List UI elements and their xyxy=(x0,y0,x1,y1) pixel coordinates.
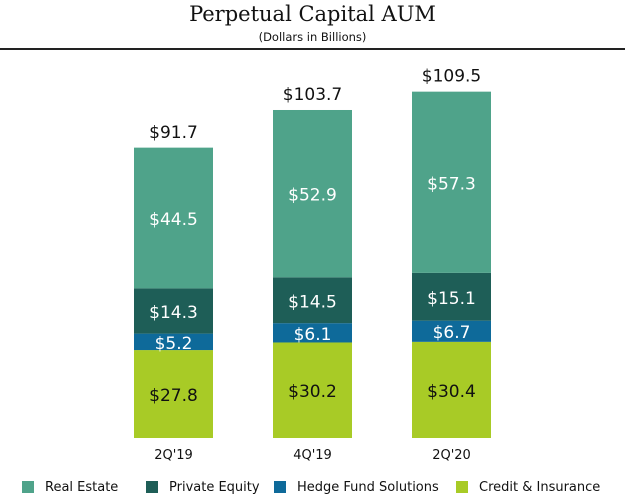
data-label-credit-insurance-0: $27.8 xyxy=(149,386,198,406)
legend-swatch-real-estate xyxy=(22,481,34,493)
bar-segment-hedge-fund-solutions-0 xyxy=(134,333,213,351)
x-tick-label-0: 2Q'19 xyxy=(154,448,193,463)
legend-label: Private Equity xyxy=(169,479,260,495)
legend-label: Credit & Insurance xyxy=(479,479,601,495)
data-label-private-equity-1: $14.5 xyxy=(288,292,337,312)
data-label-private-equity-0: $14.3 xyxy=(149,303,198,323)
total-label-2: $109.5 xyxy=(422,67,481,87)
data-label-real-estate-0: $44.5 xyxy=(149,210,198,230)
data-label-real-estate-2: $57.3 xyxy=(427,174,476,194)
data-label-hedge-fund-solutions-0: $5.2 xyxy=(155,334,193,354)
bar-segment-real-estate-1 xyxy=(273,109,352,278)
chart-title: Perpetual Capital AUM xyxy=(189,2,436,26)
legend: Real Estate Private Equity Hedge Fund So… xyxy=(0,478,625,496)
data-label-credit-insurance-2: $30.4 xyxy=(427,382,476,402)
chart-subtitle: (Dollars in Billions) xyxy=(258,30,367,44)
bar-segment-hedge-fund-solutions-1 xyxy=(273,323,352,343)
bar-segment-real-estate-0 xyxy=(134,147,213,289)
bar-segment-private-equity-0 xyxy=(134,288,213,334)
x-tick-label-2: 2Q'20 xyxy=(432,448,471,463)
x-tick-label-1: 4Q'19 xyxy=(293,448,332,463)
title-divider xyxy=(0,48,625,50)
legend-label: Hedge Fund Solutions xyxy=(297,479,439,495)
legend-swatch-hedge-fund-solutions xyxy=(274,481,286,493)
legend-swatch-private-equity xyxy=(146,481,158,493)
data-label-private-equity-2: $15.1 xyxy=(427,289,476,309)
bar-segment-credit-insurance-0 xyxy=(134,350,213,438)
bar-segment-credit-insurance-1 xyxy=(273,342,352,438)
legend-label: Real Estate xyxy=(45,479,119,495)
data-label-hedge-fund-solutions-1: $6.1 xyxy=(294,325,332,345)
total-label-0: $91.7 xyxy=(149,123,198,143)
data-label-credit-insurance-1: $30.2 xyxy=(288,382,337,402)
stacked-bar-chart: $27.8 $5.2 $14.3 $44.5 $91.7 2Q'19 $30.2 $6.1 $1… xyxy=(134,67,491,463)
bar-segment-private-equity-1 xyxy=(273,277,352,324)
bar-segment-hedge-fund-solutions-2 xyxy=(412,320,491,342)
bar-segment-credit-insurance-2 xyxy=(412,341,491,438)
total-label-1: $103.7 xyxy=(283,85,342,105)
bar-segment-private-equity-2 xyxy=(412,272,491,321)
legend-item-private-equity: Private Equity xyxy=(146,478,260,496)
data-label-hedge-fund-solutions-2: $6.7 xyxy=(433,323,471,343)
legend-item-hedge-fund-solutions: Hedge Fund Solutions xyxy=(274,478,439,496)
legend-item-credit-insurance: Credit & Insurance xyxy=(456,478,600,496)
data-label-real-estate-1: $52.9 xyxy=(288,186,337,206)
bar-segment-real-estate-2 xyxy=(412,91,491,273)
legend-item-real-estate: Real Estate xyxy=(22,478,118,496)
legend-swatch-credit-insurance xyxy=(456,481,468,493)
